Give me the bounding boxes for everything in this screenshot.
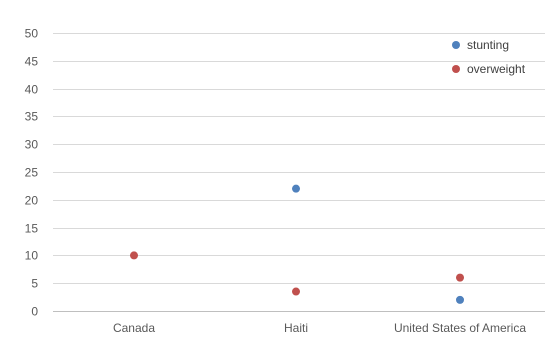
data-point-overweight-0 xyxy=(130,251,138,260)
data-point-stunting-1 xyxy=(292,184,300,193)
legend-label-overweight: overweight xyxy=(467,62,526,76)
y-tick-label: 35 xyxy=(25,110,39,124)
x-category-label: Canada xyxy=(113,321,155,335)
y-tick-label: 20 xyxy=(25,194,39,208)
y-tick-label: 40 xyxy=(25,83,39,97)
y-tick-label: 0 xyxy=(31,305,38,319)
x-category-label: Haiti xyxy=(284,321,308,335)
y-tick-label: 25 xyxy=(25,166,39,180)
legend-marker-overweight xyxy=(452,65,460,73)
data-point-stunting-2 xyxy=(456,295,464,304)
y-tick-label: 10 xyxy=(25,249,39,263)
y-tick-label: 30 xyxy=(25,138,39,152)
data-points xyxy=(130,184,464,304)
legend-label-stunting: stunting xyxy=(467,38,509,52)
x-category-label: United States of America xyxy=(394,321,526,335)
x-axis-category-labels: Canada Haiti United States of America xyxy=(113,321,526,335)
y-tick-label: 50 xyxy=(25,27,39,41)
data-point-overweight-1 xyxy=(292,287,300,296)
y-axis-tick-labels: 0 5 10 15 20 25 30 35 40 45 50 xyxy=(25,27,39,319)
y-tick-label: 15 xyxy=(25,222,39,236)
y-tick-label: 5 xyxy=(31,277,38,291)
data-point-overweight-2 xyxy=(456,273,464,282)
legend: stunting overweight xyxy=(452,38,526,76)
y-tick-label: 45 xyxy=(25,55,39,69)
legend-marker-stunting xyxy=(452,41,460,49)
